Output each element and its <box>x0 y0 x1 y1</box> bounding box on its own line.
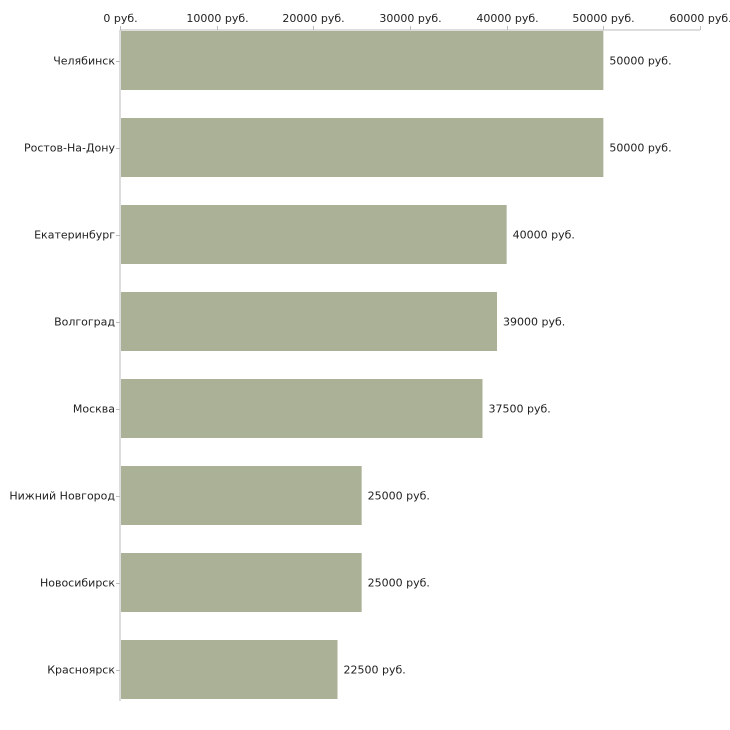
data-label: 40000 руб. <box>513 229 575 242</box>
bar <box>121 118 604 177</box>
category-label: Ростов-На-Дону <box>24 142 115 155</box>
bar <box>121 31 604 90</box>
x-tick-label: 60000 руб. <box>669 12 730 25</box>
x-tick-label: 40000 руб. <box>476 12 538 25</box>
category-label: Красноярск <box>47 664 115 677</box>
bar <box>121 640 338 699</box>
bar <box>121 553 362 612</box>
bar <box>121 292 497 351</box>
data-label: 25000 руб. <box>368 490 430 503</box>
category-label: Волгоград <box>54 316 115 329</box>
axes-group: Челябинск Ростов-На-Дону Екатеринбург Волго… <box>9 29 700 701</box>
bar <box>121 205 507 264</box>
category-label: Москва <box>73 403 115 416</box>
bars-group: 50000 руб. 50000 руб. 40000 руб. 39000 руб.… <box>121 31 672 699</box>
data-label: 50000 руб. <box>609 55 671 68</box>
x-tick-label: 10000 руб. <box>186 12 248 25</box>
bar <box>121 466 362 525</box>
x-tick-label: 0 руб. <box>103 12 137 25</box>
data-label: 25000 руб. <box>368 577 430 590</box>
data-label: 37500 руб. <box>489 403 551 416</box>
x-axis-ticks: 0 руб. 10000 руб. 20000 руб. 30000 руб. 4000… <box>103 12 730 30</box>
category-label: Новосибирск <box>40 577 115 590</box>
category-label: Екатеринбург <box>34 229 115 242</box>
data-label: 50000 руб. <box>609 142 671 155</box>
x-tick-label: 20000 руб. <box>282 12 344 25</box>
x-tick-label: 50000 руб. <box>572 12 634 25</box>
data-label: 22500 руб. <box>344 664 406 677</box>
data-label: 39000 руб. <box>503 316 565 329</box>
x-tick-label: 30000 руб. <box>379 12 441 25</box>
category-label: Нижний Новгород <box>9 490 115 503</box>
category-label: Челябинск <box>53 55 115 68</box>
bar <box>121 379 483 438</box>
